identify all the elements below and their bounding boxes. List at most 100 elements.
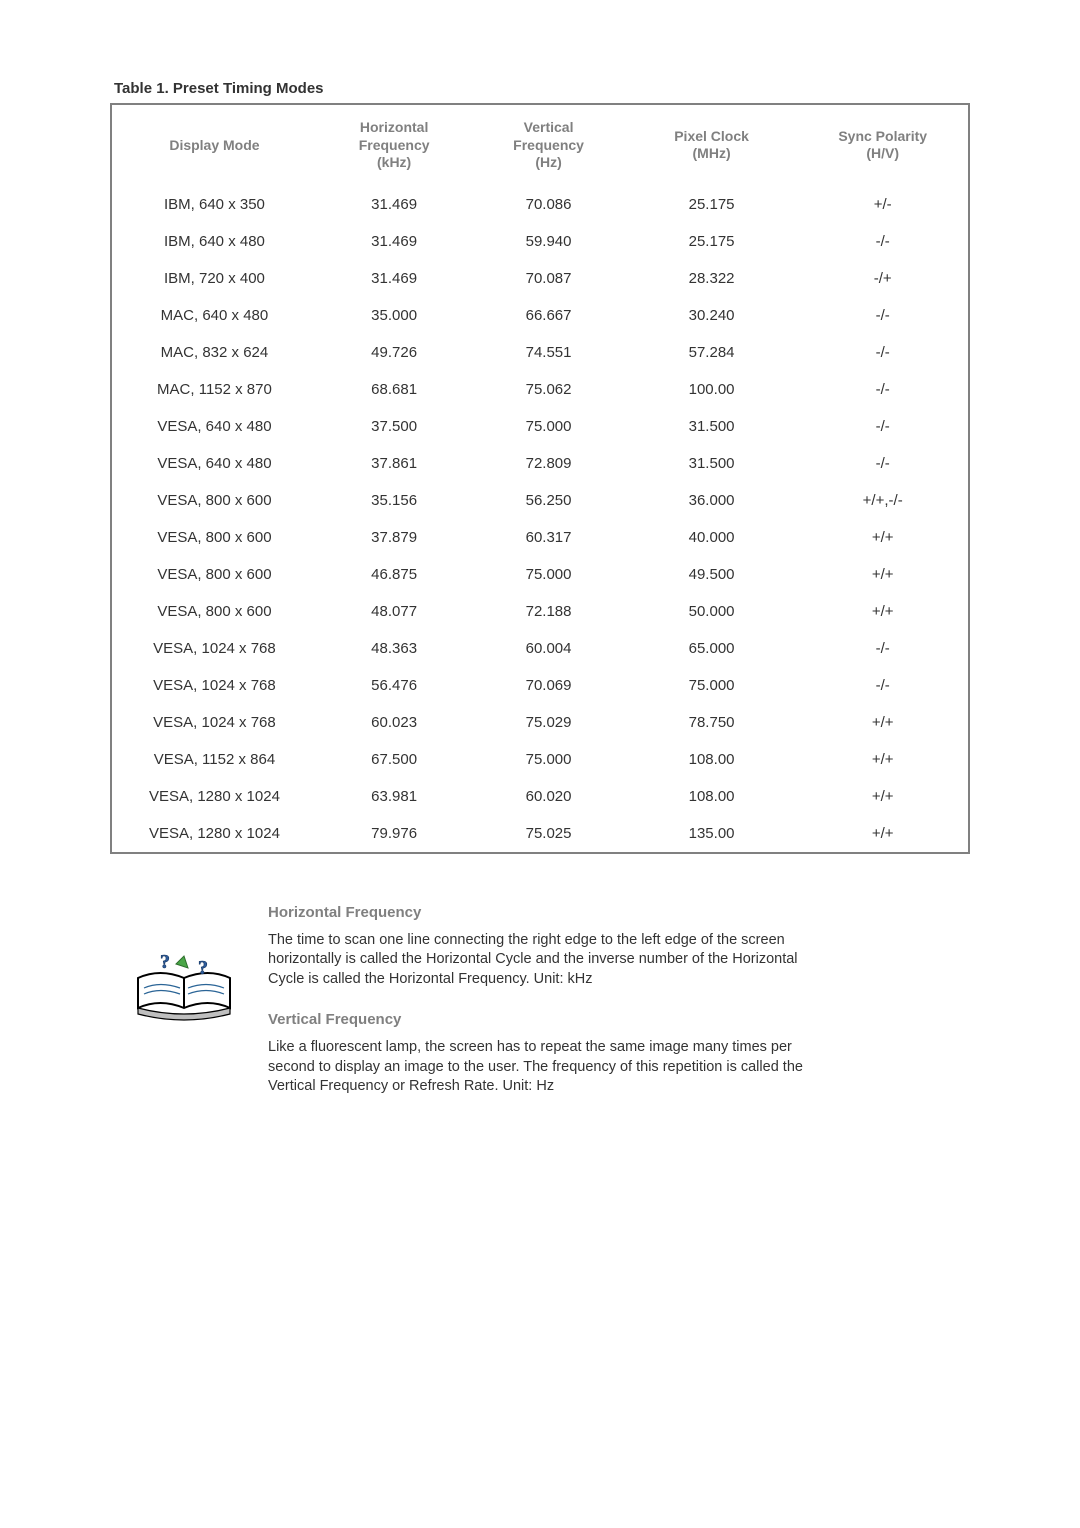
cell-sync: +/+,-/- (797, 482, 969, 519)
cell-mode: MAC, 832 x 624 (111, 334, 317, 371)
cell-pclk: 50.000 (626, 593, 798, 630)
cell-mode: VESA, 800 x 600 (111, 519, 317, 556)
cell-hfreq: 56.476 (317, 667, 471, 704)
vertical-frequency-title: Vertical Frequency (268, 1011, 970, 1028)
cell-pclk: 40.000 (626, 519, 798, 556)
table-row: IBM, 640 x 35031.46970.08625.175+/- (111, 186, 969, 223)
cell-sync: +/+ (797, 704, 969, 741)
cell-hfreq: 35.000 (317, 297, 471, 334)
cell-pclk: 108.00 (626, 741, 798, 778)
cell-hfreq: 31.469 (317, 260, 471, 297)
cell-pclk: 78.750 (626, 704, 798, 741)
cell-sync: -/- (797, 371, 969, 408)
table-row: VESA, 1152 x 86467.50075.000108.00+/+ (111, 741, 969, 778)
cell-hfreq: 31.469 (317, 223, 471, 260)
cell-pclk: 31.500 (626, 408, 798, 445)
table-row: VESA, 800 x 60035.15656.25036.000+/+,-/- (111, 482, 969, 519)
cell-pclk: 25.175 (626, 186, 798, 223)
cell-mode: VESA, 640 x 480 (111, 445, 317, 482)
svg-text:?: ? (198, 957, 208, 979)
cell-vfreq: 56.250 (471, 482, 625, 519)
horizontal-frequency-body: The time to scan one line connecting the… (268, 931, 828, 990)
cell-vfreq: 72.809 (471, 445, 625, 482)
cell-vfreq: 60.004 (471, 630, 625, 667)
cell-mode: VESA, 1280 x 1024 (111, 815, 317, 853)
col-pixel-clock: Pixel Clock(MHz) (626, 104, 798, 186)
cell-sync: -/- (797, 223, 969, 260)
timing-modes-table: Display Mode HorizontalFrequency(kHz) Ve… (110, 103, 970, 854)
cell-vfreq: 70.086 (471, 186, 625, 223)
cell-sync: -/- (797, 630, 969, 667)
cell-hfreq: 37.500 (317, 408, 471, 445)
table-row: MAC, 1152 x 87068.68175.062100.00-/- (111, 371, 969, 408)
book-icon: ? ? (110, 904, 260, 1033)
cell-mode: MAC, 1152 x 870 (111, 371, 317, 408)
cell-mode: VESA, 800 x 600 (111, 556, 317, 593)
cell-sync: +/+ (797, 778, 969, 815)
cell-sync: -/+ (797, 260, 969, 297)
cell-vfreq: 59.940 (471, 223, 625, 260)
cell-pclk: 36.000 (626, 482, 798, 519)
cell-vfreq: 72.188 (471, 593, 625, 630)
cell-pclk: 75.000 (626, 667, 798, 704)
cell-sync: +/+ (797, 519, 969, 556)
cell-mode: VESA, 800 x 600 (111, 482, 317, 519)
cell-vfreq: 70.087 (471, 260, 625, 297)
table-row: VESA, 640 x 48037.50075.00031.500-/- (111, 408, 969, 445)
col-display-mode: Display Mode (111, 104, 317, 186)
cell-mode: VESA, 1024 x 768 (111, 704, 317, 741)
cell-sync: -/- (797, 297, 969, 334)
cell-mode: IBM, 640 x 480 (111, 223, 317, 260)
cell-pclk: 28.322 (626, 260, 798, 297)
cell-pclk: 49.500 (626, 556, 798, 593)
table-row: VESA, 800 x 60037.87960.31740.000+/+ (111, 519, 969, 556)
cell-sync: -/- (797, 408, 969, 445)
cell-hfreq: 35.156 (317, 482, 471, 519)
cell-mode: VESA, 1152 x 864 (111, 741, 317, 778)
cell-hfreq: 37.861 (317, 445, 471, 482)
vertical-frequency-body: Like a fluorescent lamp, the screen has … (268, 1038, 828, 1097)
cell-mode: IBM, 640 x 350 (111, 186, 317, 223)
cell-vfreq: 74.551 (471, 334, 625, 371)
cell-vfreq: 70.069 (471, 667, 625, 704)
cell-sync: +/+ (797, 556, 969, 593)
explanation-section: ? ? Horizontal Frequency The time to sca… (110, 904, 970, 1119)
cell-vfreq: 75.029 (471, 704, 625, 741)
cell-hfreq: 46.875 (317, 556, 471, 593)
cell-sync: -/- (797, 445, 969, 482)
cell-vfreq: 75.000 (471, 408, 625, 445)
table-row: VESA, 1280 x 102463.98160.020108.00+/+ (111, 778, 969, 815)
cell-mode: VESA, 1024 x 768 (111, 630, 317, 667)
table-row: IBM, 720 x 40031.46970.08728.322-/+ (111, 260, 969, 297)
cell-mode: MAC, 640 x 480 (111, 297, 317, 334)
cell-hfreq: 49.726 (317, 334, 471, 371)
cell-hfreq: 31.469 (317, 186, 471, 223)
cell-pclk: 31.500 (626, 445, 798, 482)
table-row: IBM, 640 x 48031.46959.94025.175-/- (111, 223, 969, 260)
cell-vfreq: 60.020 (471, 778, 625, 815)
table-row: MAC, 640 x 48035.00066.66730.240-/- (111, 297, 969, 334)
cell-vfreq: 75.000 (471, 556, 625, 593)
table-row: VESA, 1280 x 102479.97675.025135.00+/+ (111, 815, 969, 853)
cell-sync: +/+ (797, 593, 969, 630)
cell-pclk: 108.00 (626, 778, 798, 815)
cell-hfreq: 48.077 (317, 593, 471, 630)
cell-hfreq: 63.981 (317, 778, 471, 815)
cell-sync: -/- (797, 334, 969, 371)
cell-sync: +/- (797, 186, 969, 223)
cell-mode: VESA, 800 x 600 (111, 593, 317, 630)
cell-sync: -/- (797, 667, 969, 704)
cell-pclk: 135.00 (626, 815, 798, 853)
cell-sync: +/+ (797, 741, 969, 778)
cell-pclk: 25.175 (626, 223, 798, 260)
cell-mode: VESA, 640 x 480 (111, 408, 317, 445)
horizontal-frequency-title: Horizontal Frequency (268, 904, 970, 921)
cell-hfreq: 48.363 (317, 630, 471, 667)
col-horizontal-frequency: HorizontalFrequency(kHz) (317, 104, 471, 186)
cell-vfreq: 75.025 (471, 815, 625, 853)
cell-vfreq: 75.062 (471, 371, 625, 408)
cell-vfreq: 75.000 (471, 741, 625, 778)
table-row: MAC, 832 x 62449.72674.55157.284-/- (111, 334, 969, 371)
table-row: VESA, 1024 x 76848.36360.00465.000-/- (111, 630, 969, 667)
cell-mode: VESA, 1280 x 1024 (111, 778, 317, 815)
